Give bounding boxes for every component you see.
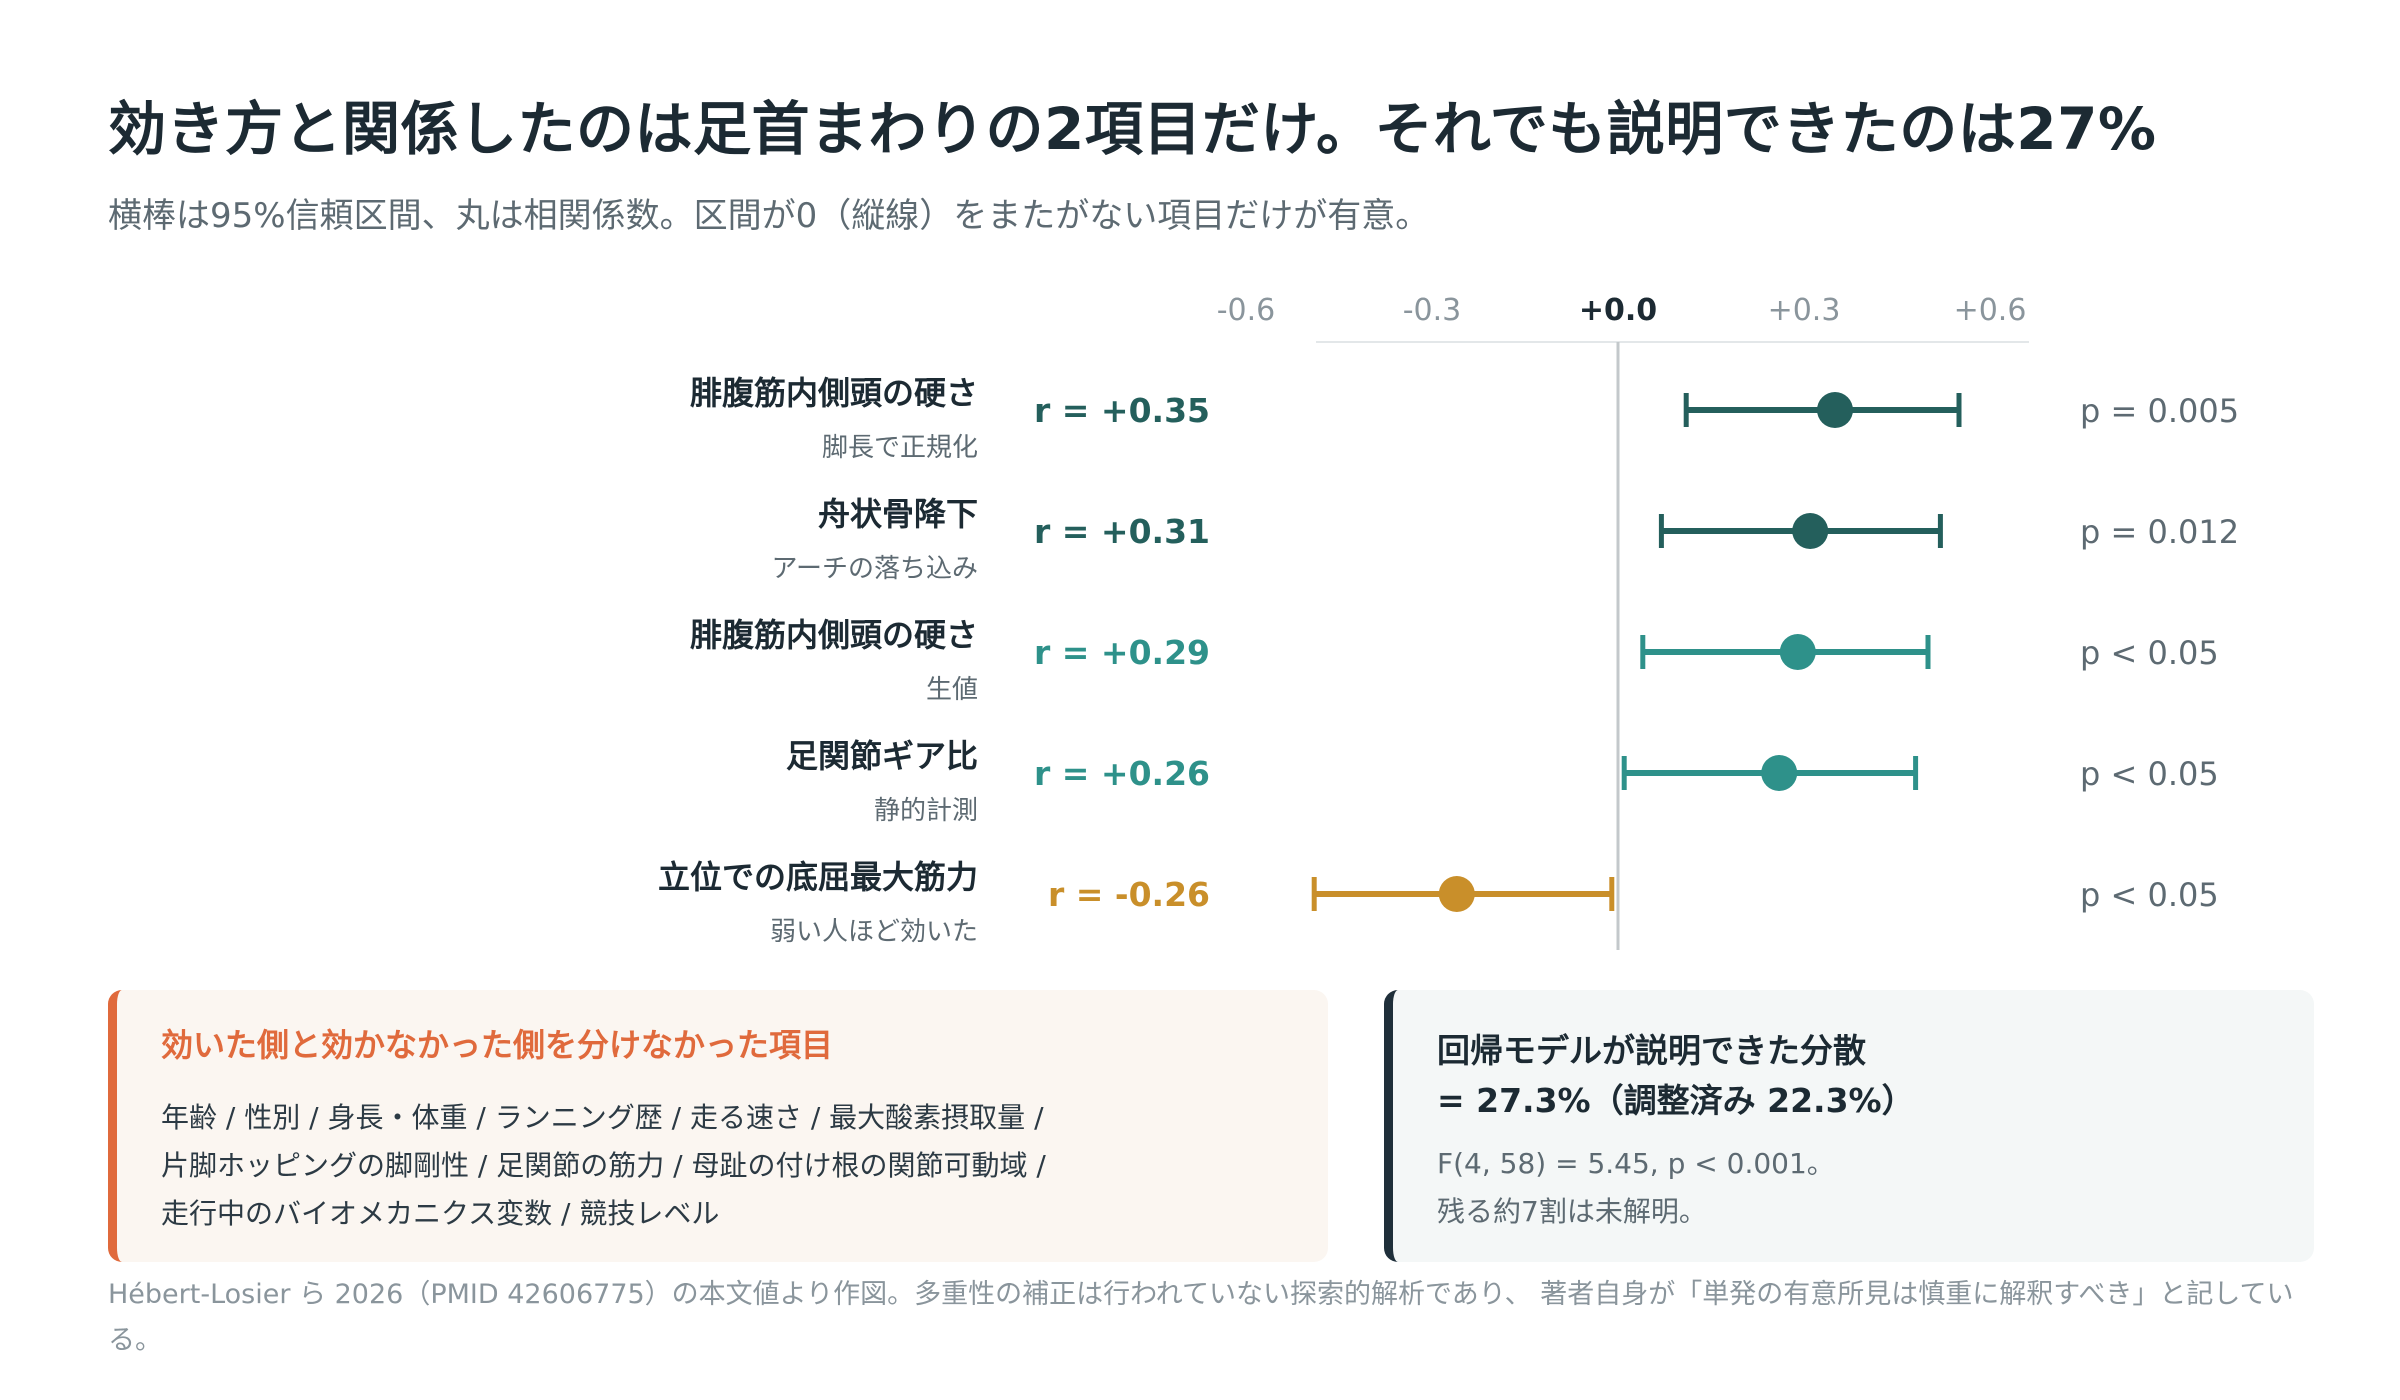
p-value-label: p < 0.05 (2080, 755, 2219, 793)
x-tick-label: +0.6 (1954, 293, 2027, 328)
row-label: 立位での底屈最大筋力 (658, 858, 978, 896)
r-value-label: r = +0.26 (1034, 754, 1210, 793)
r-value-label: r = -0.26 (1048, 875, 1210, 914)
row-label: 舟状骨降下 (818, 495, 978, 533)
p-value-label: p < 0.05 (2080, 876, 2219, 914)
panel-right-line-1: F(4, 58) = 5.45, p < 0.001。 (1437, 1147, 1835, 1180)
x-tick-label: +0.0 (1579, 293, 1657, 328)
non-discriminating-items-panel: 効いた側と効かなかった側を分けなかった項目 年齢 / 性別 / 身長・体重 / … (108, 990, 1328, 1262)
x-tick-label: +0.3 (1768, 293, 1841, 328)
p-value-label: p < 0.05 (2080, 634, 2219, 672)
row-sublabel: 生値 (926, 675, 978, 705)
panel-right-line-2: 残る約7割は未解明。 (1437, 1195, 1707, 1228)
r-value-label: r = +0.31 (1034, 512, 1210, 551)
panel-left-line-2: 片脚ホッピングの脚剛性 / 足関節の筋力 / 母趾の付け根の関節可動域 / (161, 1149, 1046, 1182)
point-estimate (1438, 876, 1475, 912)
x-tick-label: -0.6 (1217, 293, 1276, 328)
panel-right-title-line-2: = 27.3%（調整済み 22.3%） (1437, 1081, 1915, 1120)
row-sublabel: 弱い人ほど効いた (770, 917, 978, 947)
row-sublabel: アーチの落ち込み (772, 554, 978, 584)
row-label: 足関節ギア比 (786, 737, 978, 775)
page-title: 効き方と関係したのは足首まわりの2項目だけ。それでも説明できたのは27% (108, 95, 2157, 163)
r-value-label: r = +0.35 (1034, 391, 1210, 430)
point-estimate (1761, 755, 1798, 791)
panel-right-title-line-1: 回帰モデルが説明できた分散 (1437, 1031, 1866, 1070)
panel-left-title: 効いた側と効かなかった側を分けなかった項目 (161, 1026, 834, 1064)
row-sublabel: 静的計測 (874, 796, 978, 826)
panel-left-line-1: 年齢 / 性別 / 身長・体重 / ランニング歴 / 走る速さ / 最大酸素摂取… (161, 1101, 1044, 1134)
page-subtitle: 横棒は95%信頼区間、丸は相関係数。区間が0（縦線）をまたがない項目だけが有意。 (108, 196, 1430, 236)
point-estimate (1779, 634, 1816, 670)
point-estimate (1792, 513, 1829, 549)
panel-left-line-3: 走行中のバイオメカニクス変数 / 競技レベル (161, 1197, 720, 1230)
x-tick-label: -0.3 (1403, 293, 1462, 328)
regression-summary-panel: 回帰モデルが説明できた分散 = 27.3%（調整済み 22.3%） F(4, 5… (1384, 990, 2314, 1262)
r-value-label: r = +0.29 (1034, 633, 1210, 672)
row-sublabel: 脚長で正規化 (822, 433, 978, 463)
row-label: 腓腹筋内側頭の硬さ (690, 616, 978, 654)
point-estimate (1817, 392, 1853, 428)
row-label: 腓腹筋内側頭の硬さ (690, 374, 978, 412)
p-value-label: p = 0.005 (2080, 392, 2239, 430)
p-value-label: p = 0.012 (2080, 513, 2239, 551)
footnote: Hébert-Losier ら 2026（PMID 42606775）の本文値よ… (108, 1279, 2294, 1356)
